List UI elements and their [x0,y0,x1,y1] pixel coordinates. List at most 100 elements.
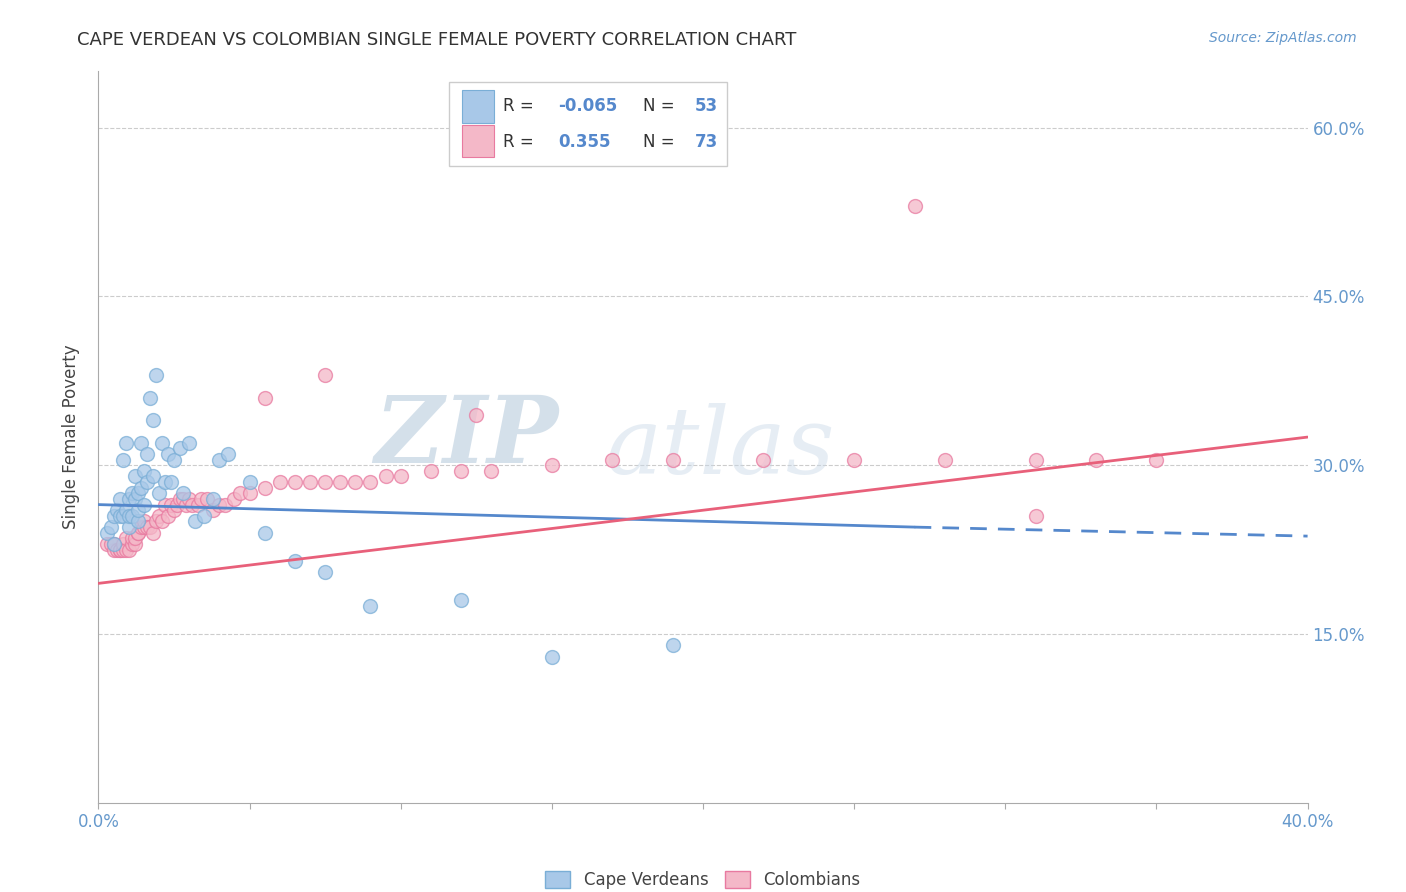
Point [139,391,162,405]
Point [202,491,225,506]
Point [752,452,775,467]
Point [184,515,207,529]
Point [229,486,252,500]
Point [160,498,183,512]
Point [114,435,136,450]
Point [132,464,155,478]
Point [153,475,176,489]
Point [181,498,204,512]
Point [150,515,173,529]
Point [540,649,562,664]
Point [105,542,128,557]
Point [103,537,125,551]
Point [540,458,562,473]
Point [121,537,143,551]
Point [105,503,128,517]
Text: 0.355: 0.355 [558,133,610,152]
Point [224,491,246,506]
Point [135,447,157,461]
Y-axis label: Single Female Poverty: Single Female Poverty [62,345,80,529]
Point [450,464,472,478]
Point [661,452,683,467]
Point [118,520,141,534]
Point [179,435,201,450]
Point [239,475,262,489]
Point [163,503,186,517]
FancyBboxPatch shape [463,90,494,122]
Point [103,542,125,557]
Point [202,503,225,517]
Point [169,491,191,506]
Point [145,515,167,529]
Point [145,368,167,383]
Text: ZIP: ZIP [374,392,558,482]
Point [96,537,118,551]
Text: atlas: atlas [606,403,835,493]
Point [96,525,118,540]
Text: R =: R = [503,133,540,152]
Point [465,408,488,422]
Point [118,508,141,523]
Point [111,452,134,467]
Point [602,452,624,467]
Point [129,481,152,495]
Point [103,537,125,551]
Point [1024,452,1046,467]
Point [193,508,215,523]
Point [314,475,336,489]
Point [114,542,136,557]
Point [420,464,443,478]
Point [132,515,155,529]
Point [169,442,191,456]
Point [253,525,276,540]
Text: CAPE VERDEAN VS COLOMBIAN SINGLE FEMALE POVERTY CORRELATION CHART: CAPE VERDEAN VS COLOMBIAN SINGLE FEMALE … [77,31,797,49]
Point [114,503,136,517]
Point [389,469,412,483]
Text: Source: ZipAtlas.com: Source: ZipAtlas.com [1209,31,1357,45]
Point [253,481,276,495]
Text: N =: N = [643,97,679,115]
Point [142,413,165,427]
Point [163,452,186,467]
Point [100,520,122,534]
Point [314,368,336,383]
Point [450,593,472,607]
Text: N =: N = [643,133,679,152]
Point [208,452,231,467]
Point [108,491,131,506]
Point [103,508,125,523]
Point [118,542,141,557]
Point [253,391,276,405]
Point [121,532,143,546]
Point [124,469,146,483]
Point [344,475,367,489]
Point [844,452,866,467]
Point [156,447,179,461]
Point [135,475,157,489]
Point [121,508,143,523]
Point [269,475,291,489]
Text: 53: 53 [695,97,717,115]
Point [132,498,155,512]
Point [1085,452,1108,467]
Point [148,508,170,523]
Point [934,452,956,467]
Point [121,486,143,500]
Point [299,475,322,489]
Point [208,498,231,512]
Point [214,498,236,512]
Point [153,498,176,512]
Point [329,475,352,489]
Point [195,491,218,506]
Text: R =: R = [503,97,540,115]
Point [127,525,149,540]
Point [139,520,162,534]
Point [172,486,194,500]
Point [124,532,146,546]
Point [904,199,927,213]
Point [108,508,131,523]
Point [481,464,503,478]
Point [284,554,307,568]
Point [179,491,201,506]
Point [150,435,173,450]
